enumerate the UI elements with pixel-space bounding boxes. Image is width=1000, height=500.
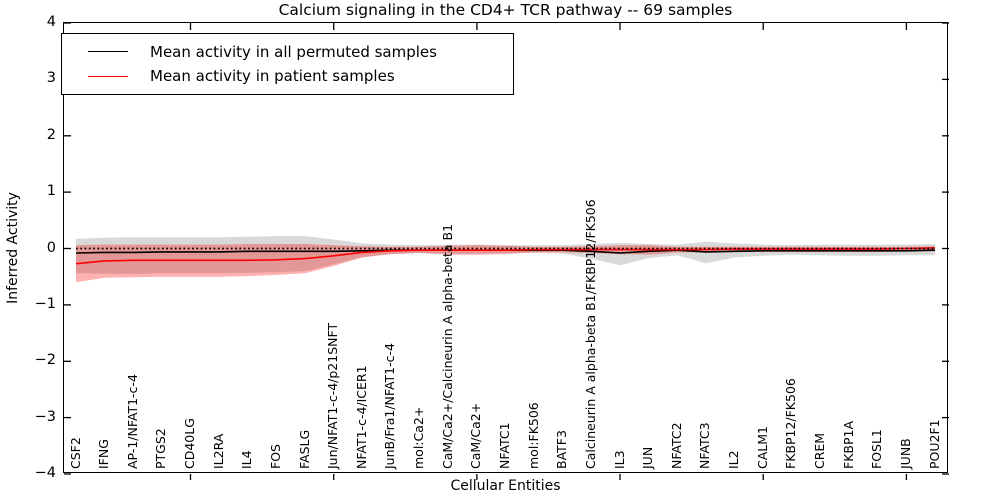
x-tick-label: IL2RA xyxy=(210,433,226,469)
x-tick-label: IL3 xyxy=(611,450,627,469)
x-tick-label: NFATC1 xyxy=(497,422,512,469)
legend-item-permuted: Mean activity in all permuted samples xyxy=(62,43,513,61)
x-tick-label: Calcineurin A alpha-beta B1/FKBP12/FK506 xyxy=(582,199,598,469)
x-tick-label: FOSL1 xyxy=(869,429,885,469)
x-tick-label: IFNG xyxy=(96,439,112,469)
x-tick-label: JUNB xyxy=(897,438,913,469)
x-tick-label: JUN xyxy=(640,446,656,469)
y-tick-label: −4 xyxy=(34,465,56,481)
y-tick-label: 4 xyxy=(46,14,56,30)
x-axis-label: Cellular Entities xyxy=(450,478,561,494)
legend-box: Mean activity in all permuted samples Me… xyxy=(61,33,514,95)
x-tick-label: FKBP1A xyxy=(840,420,856,469)
patient-band xyxy=(76,244,935,283)
x-tick-label: FOS xyxy=(267,444,283,469)
permuted-band xyxy=(76,236,935,274)
x-tick-label: Jun/NFAT1-c-4/p21SNFT xyxy=(325,322,341,469)
x-tick-label: NFATC2 xyxy=(668,422,684,469)
patient-mean-line xyxy=(75,247,936,265)
x-tick-label: IL2 xyxy=(726,450,742,469)
y-tick-label: 3 xyxy=(46,70,56,87)
legend-item-patient: Mean activity in patient samples xyxy=(62,67,513,85)
y-tick-label: −3 xyxy=(34,408,56,425)
page-title: Calcium signaling in the CD4+ TCR pathwa… xyxy=(278,1,733,19)
x-tick-label: AP-1/NFAT1-c-4 xyxy=(124,374,140,469)
permuted-line-sample-icon xyxy=(88,51,128,53)
x-tick-label: POU2F1 xyxy=(926,419,942,469)
x-tick-label: CaM/Ca2+ xyxy=(468,402,484,469)
plot-area xyxy=(63,22,949,480)
x-tick-label: mol:FK506 xyxy=(525,402,541,469)
x-tick-label: FKBP12/FK506 xyxy=(783,378,799,469)
y-tick-label: −2 xyxy=(34,352,56,369)
x-tick-label: CaM/Ca2+/Calcineurin A alpha-beta B1 xyxy=(439,223,455,469)
x-tick-label: CALM1 xyxy=(754,426,770,469)
legend-label: Mean activity in all permuted samples xyxy=(150,42,437,61)
x-tick-label: CREM xyxy=(811,432,827,469)
x-tick-label: PTGS2 xyxy=(153,428,169,469)
chart-canvas xyxy=(64,22,949,480)
x-tick-label: FASLG xyxy=(296,429,312,469)
y-tick-label: 0 xyxy=(46,239,56,256)
x-tick-label: NFATC3 xyxy=(697,422,713,469)
x-tick-label: NFAT1-c-4/ICER1 xyxy=(353,365,369,469)
x-tick-label: IL4 xyxy=(239,450,255,469)
x-tick-label: CSF2 xyxy=(67,437,83,469)
legend-label: Mean activity in patient samples xyxy=(150,67,395,86)
x-tick-label: CD40LG xyxy=(182,418,198,469)
x-tick-label: JunB/Fra1/NFAT1-c-4 xyxy=(382,343,398,469)
x-tick-label: mol:Ca2+ xyxy=(411,406,427,469)
y-tick-label: −1 xyxy=(34,295,56,312)
y-tick-label: 2 xyxy=(46,126,56,143)
patient-line-sample-icon xyxy=(88,75,128,77)
x-tick-label: BATF3 xyxy=(554,430,570,469)
y-tick-label: 1 xyxy=(46,183,56,200)
